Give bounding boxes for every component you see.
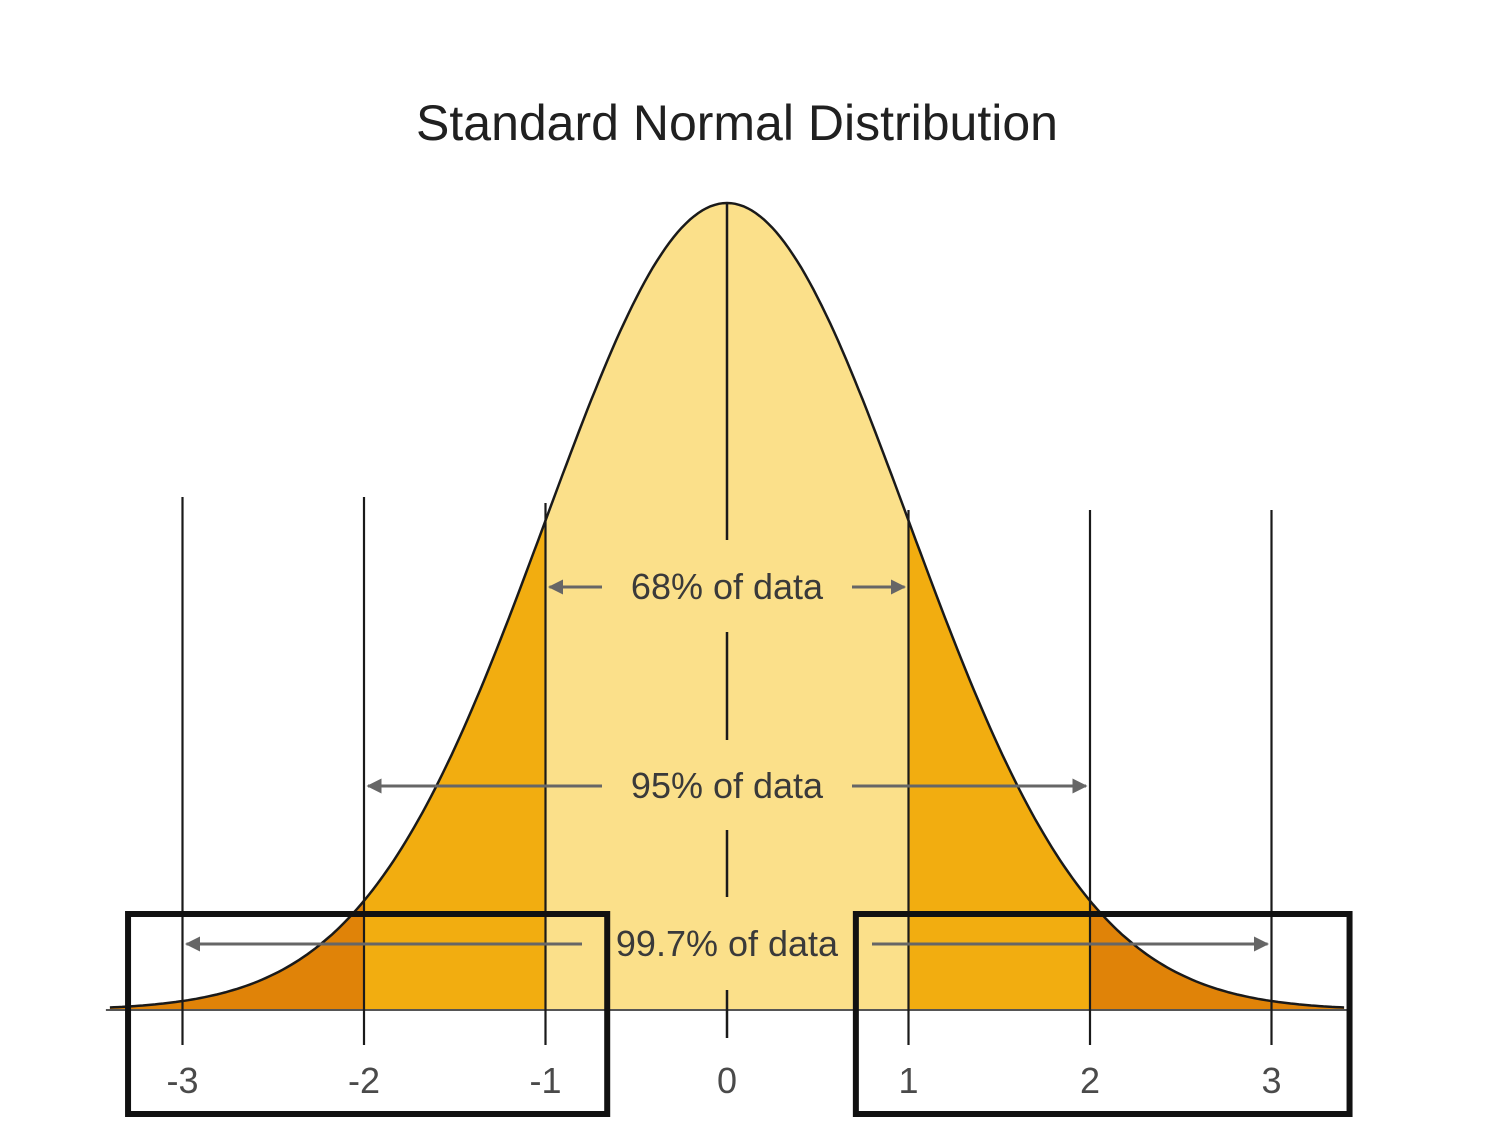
tick-label-0: 0 [717, 1060, 737, 1101]
chart-title: Standard Normal Distribution [416, 95, 1058, 151]
tick-label--2: -2 [348, 1060, 380, 1101]
highlight-box-1 [852, 911, 1353, 1117]
tick-label--1: -1 [529, 1060, 561, 1101]
x-axis-ticks: -3 -2 -1 0 1 2 3 [166, 1060, 1281, 1101]
label-99-7-percent: 99.7% of data [616, 923, 839, 964]
curve-region-3 [109, 900, 365, 1010]
highlight-box-0 [125, 911, 611, 1117]
tick-label-3: 3 [1261, 1060, 1281, 1101]
label-68-percent: 68% of data [631, 566, 824, 607]
curve-region-0 [545, 203, 909, 1010]
tick-label-1: 1 [898, 1060, 918, 1101]
curve-region-4 [1090, 900, 1345, 1010]
percentage-annotations: 68% of data 95% of data 99.7% of data [185, 566, 1269, 964]
label-95-percent: 95% of data [631, 765, 824, 806]
tick-label--3: -3 [166, 1060, 198, 1101]
sigma-lines [181, 203, 1273, 1045]
tick-label-2: 2 [1080, 1060, 1100, 1101]
highlight-boxes [125, 911, 1353, 1117]
